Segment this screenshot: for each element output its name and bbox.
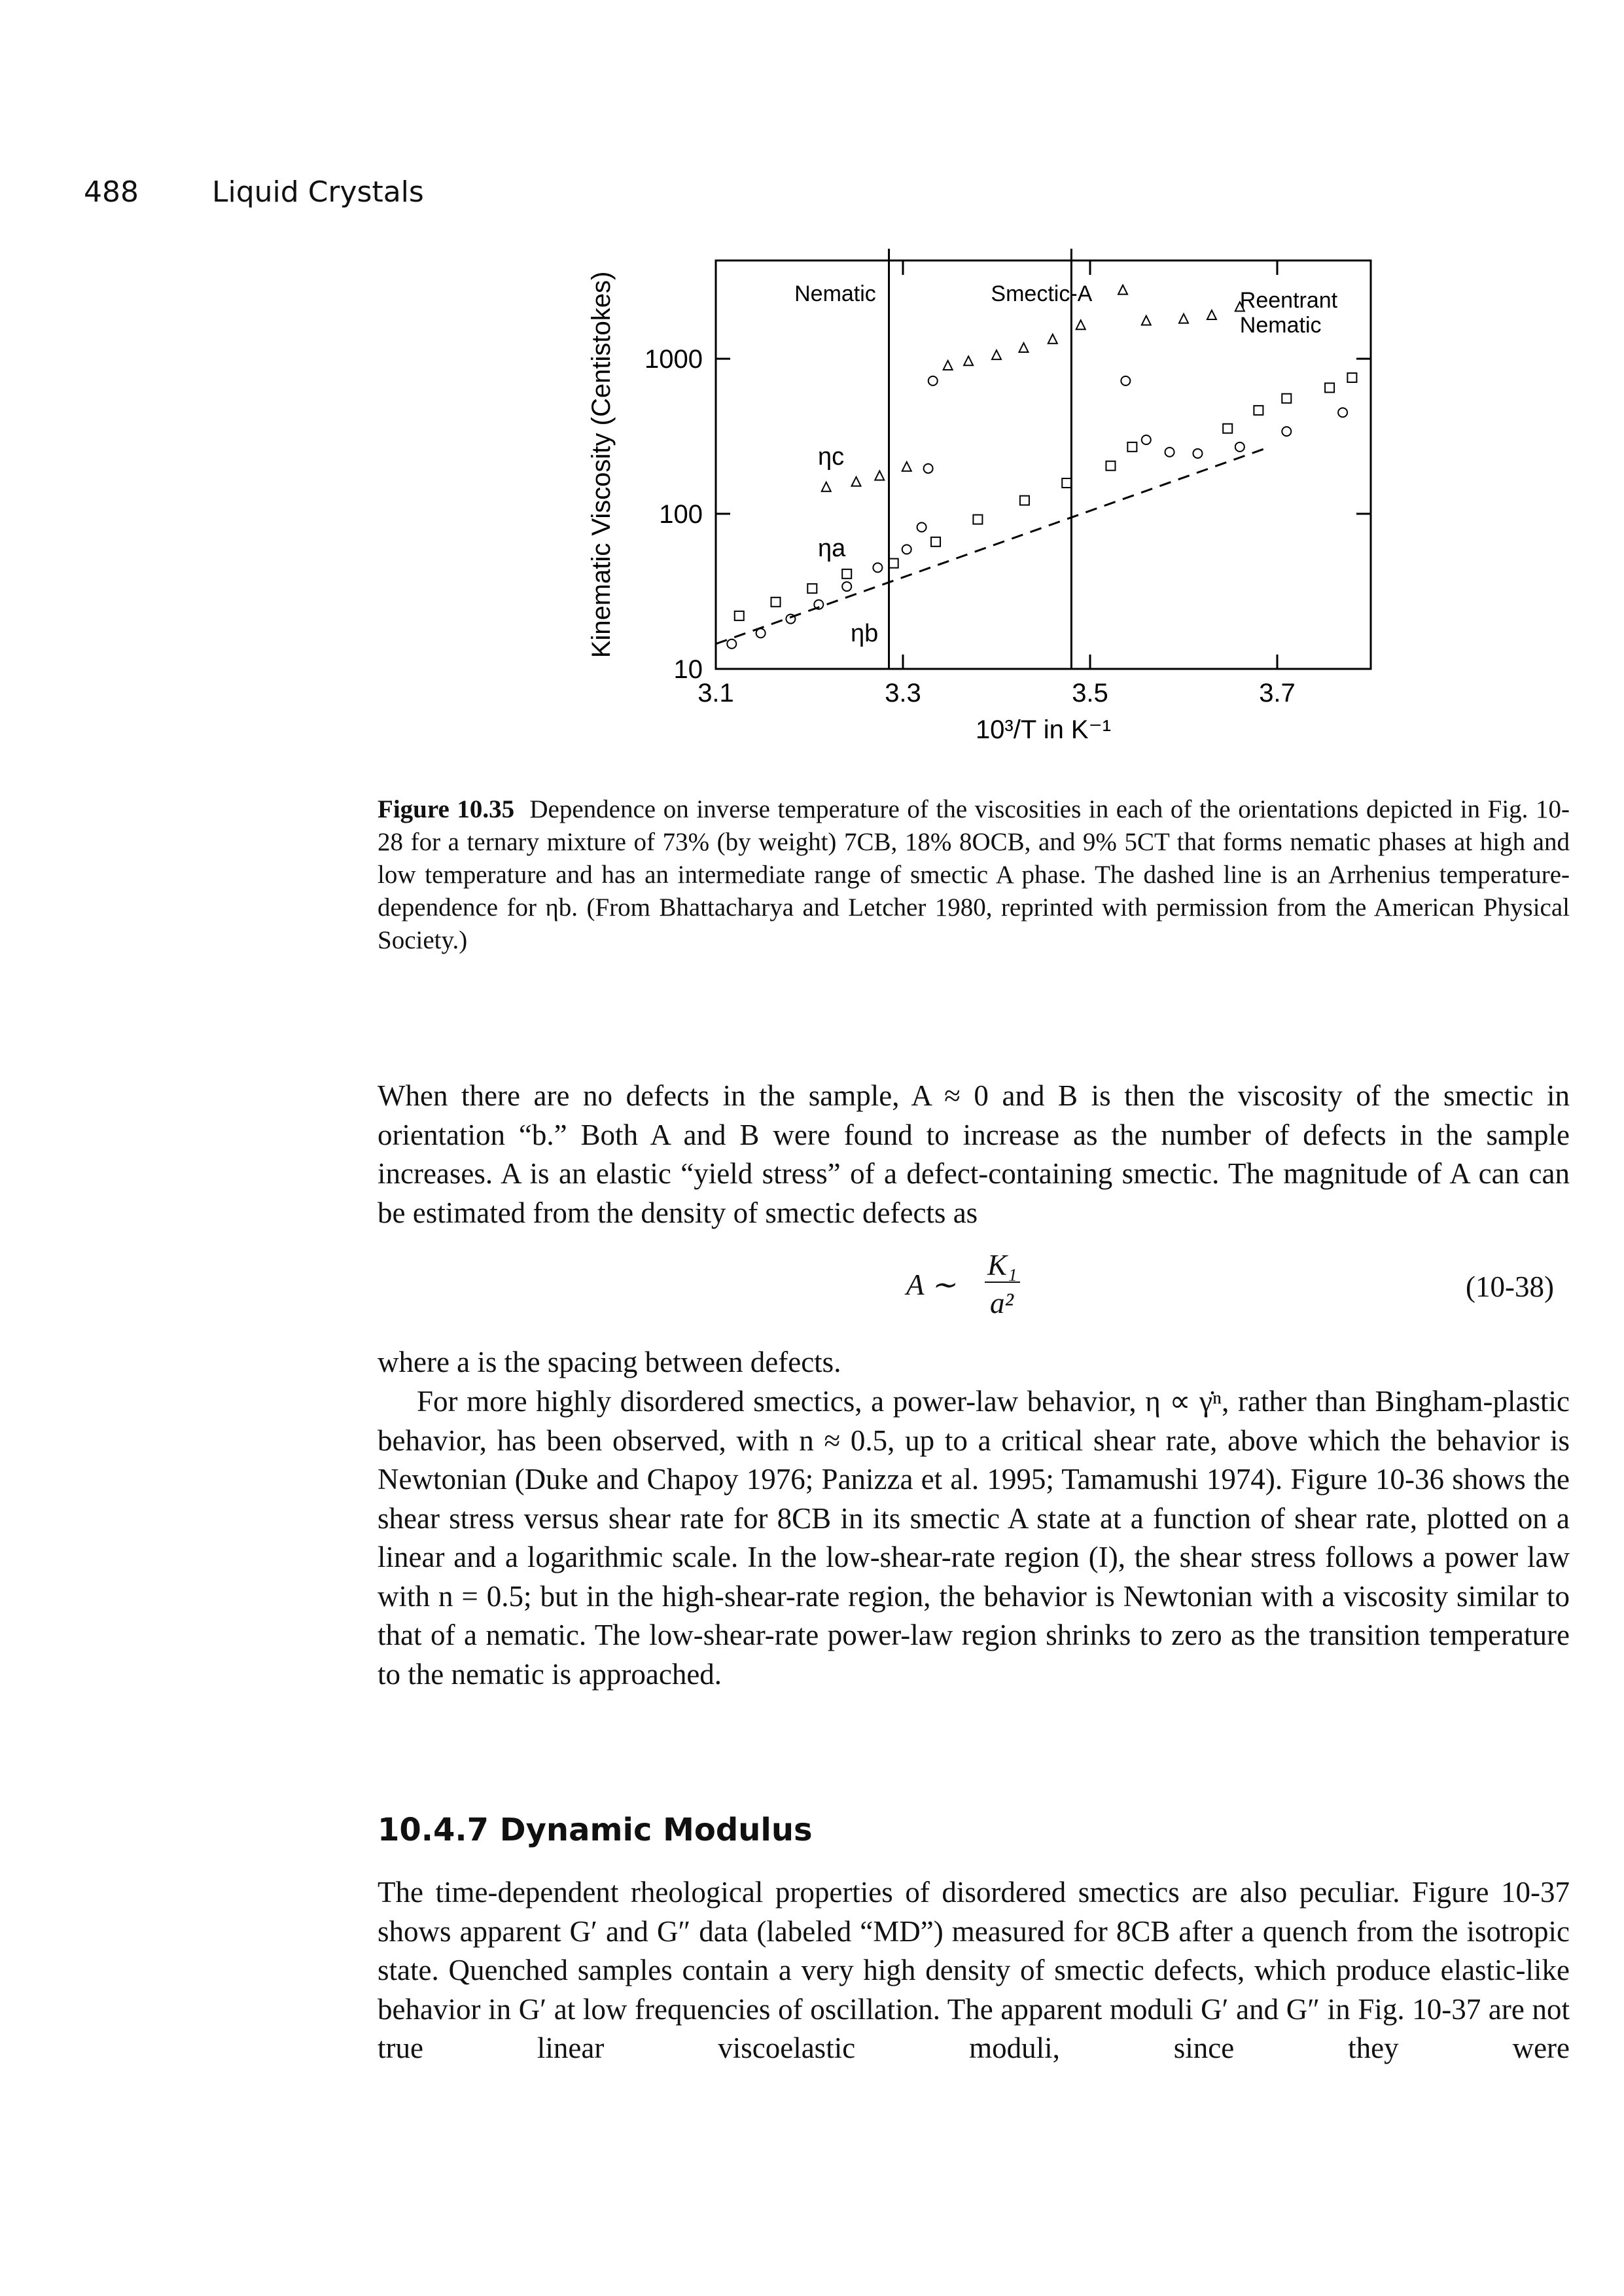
square-marker xyxy=(1061,477,1072,488)
triangle-marker xyxy=(1206,308,1218,321)
paragraph: The time-dependent rheological propertie… xyxy=(378,1876,1570,2064)
paragraph: When there are no defects in the sample,… xyxy=(378,1079,1570,1229)
running-title: Liquid Crystals xyxy=(212,175,424,209)
triangle-marker xyxy=(991,348,1002,361)
series-label: ηc xyxy=(818,443,844,471)
equation-denominator: a² xyxy=(990,1287,1014,1319)
square-marker xyxy=(972,514,983,525)
square-marker xyxy=(1105,460,1116,471)
circle-marker xyxy=(927,375,938,386)
plot-frame xyxy=(715,259,1372,670)
x-tick-label: 3.5 xyxy=(1072,679,1108,708)
caption-label: Figure 10.35 xyxy=(378,795,515,823)
triangle-marker xyxy=(901,460,913,472)
triangle-marker xyxy=(1075,318,1087,331)
circle-marker xyxy=(1140,434,1152,445)
triangle-marker xyxy=(1178,312,1190,324)
triangle-marker xyxy=(1234,300,1246,312)
circle-marker xyxy=(1192,448,1203,459)
circle-marker xyxy=(1234,441,1245,452)
square-marker xyxy=(1222,423,1233,434)
annotation: Reentrant xyxy=(1240,288,1338,313)
triangle-marker xyxy=(1047,332,1059,344)
square-marker xyxy=(930,536,942,547)
square-marker xyxy=(888,558,899,569)
paragraph: For more highly disordered smectics, a p… xyxy=(378,1385,1570,1691)
triangle-marker xyxy=(874,469,885,481)
triangle-marker xyxy=(942,359,954,370)
triangle-marker xyxy=(821,480,832,492)
triangle-marker xyxy=(1140,314,1152,326)
square-marker xyxy=(1019,495,1030,506)
y-tick-label: 1000 xyxy=(644,345,703,374)
x-tick-label: 3.3 xyxy=(885,679,921,708)
series-label: ηa xyxy=(818,535,846,562)
square-marker xyxy=(1127,441,1138,452)
circle-marker xyxy=(813,599,824,610)
triangle-marker xyxy=(1117,283,1129,295)
circle-marker xyxy=(1120,375,1131,386)
circle-marker xyxy=(901,544,912,555)
square-marker xyxy=(841,568,853,579)
square-marker xyxy=(733,610,745,621)
circle-marker xyxy=(916,522,927,533)
square-marker xyxy=(1324,382,1335,393)
x-tick-label: 3.1 xyxy=(697,679,734,708)
x-axis-label: 10³/T in K⁻¹ xyxy=(976,715,1111,744)
triangle-marker xyxy=(962,355,974,367)
circle-marker xyxy=(1164,446,1175,457)
page-number: 488 xyxy=(84,175,139,209)
y-tick-label: 100 xyxy=(659,500,703,529)
square-marker xyxy=(807,583,818,594)
annotation: Smectic-A xyxy=(991,281,1092,306)
equation-lhs: A ∼ xyxy=(906,1268,956,1301)
square-marker xyxy=(1253,404,1264,416)
annotation: Nematic xyxy=(794,281,876,306)
square-marker xyxy=(1347,372,1358,384)
series-label: ηb xyxy=(851,620,878,647)
circle-marker xyxy=(1337,407,1349,418)
triangle-marker xyxy=(850,475,862,487)
circle-marker xyxy=(1281,426,1292,437)
x-tick-label: 3.7 xyxy=(1259,679,1296,708)
circle-marker xyxy=(872,562,883,573)
y-tick-label: 10 xyxy=(674,655,703,684)
square-marker xyxy=(1281,393,1292,404)
section-heading: 10.4.7 Dynamic Modulus xyxy=(378,1812,813,1848)
paragraph: where a is the spacing between defects. xyxy=(378,1346,841,1378)
arrhenius-line xyxy=(715,446,1271,645)
equation-numerator: K₁ xyxy=(985,1249,1020,1283)
square-marker xyxy=(770,596,781,607)
caption: Figure 10.35 Dependence on inverse tempe… xyxy=(378,793,1570,957)
circle-marker xyxy=(785,613,796,624)
equation-number: (10-38) xyxy=(1466,1270,1554,1303)
circle-marker xyxy=(841,581,853,592)
triangle-marker xyxy=(1017,341,1030,353)
circle-marker xyxy=(923,463,934,474)
annotation: Nematic xyxy=(1240,313,1322,338)
y-axis-label: Kinematic Viscosity (Centistokes) xyxy=(587,272,616,658)
caption-text: Dependence on inverse temperature of the… xyxy=(378,795,1570,954)
chart: 3.1 3.3 3.5 3.7 10 100 1000 10³/T in K⁻¹ Kinemat… xyxy=(587,249,1372,744)
circle-marker xyxy=(726,638,737,649)
